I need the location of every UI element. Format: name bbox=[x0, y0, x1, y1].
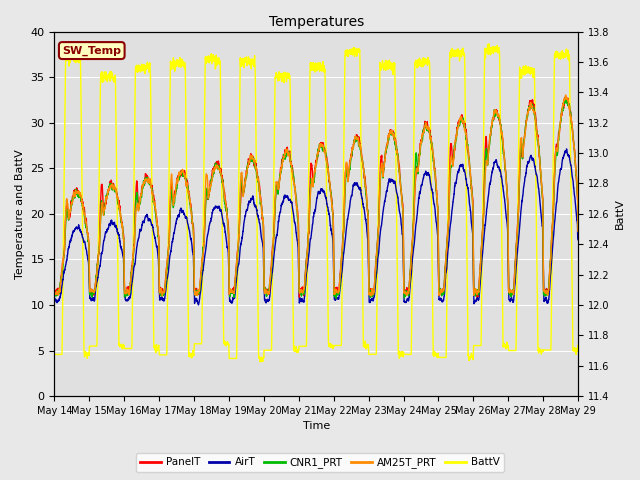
CNR1_PRT bbox=[332, 296, 340, 301]
AirT bbox=[434, 230, 442, 236]
Text: SW_Temp: SW_Temp bbox=[62, 46, 121, 56]
BattV bbox=[51, 351, 58, 357]
AM25T_PRT bbox=[562, 92, 570, 98]
CNR1_PRT bbox=[463, 142, 471, 148]
Title: Temperatures: Temperatures bbox=[269, 15, 364, 29]
AM25T_PRT bbox=[404, 290, 412, 296]
Y-axis label: Temperature and BattV: Temperature and BattV bbox=[15, 149, 25, 279]
AirT bbox=[574, 228, 582, 234]
PanelT bbox=[574, 197, 582, 203]
CNR1_PRT bbox=[574, 194, 582, 200]
X-axis label: Time: Time bbox=[303, 421, 330, 432]
AM25T_PRT bbox=[434, 201, 442, 206]
PanelT bbox=[297, 286, 305, 292]
AirT bbox=[51, 297, 58, 302]
AirT bbox=[145, 217, 152, 223]
BattV bbox=[257, 359, 265, 365]
PanelT bbox=[463, 144, 471, 150]
BattV bbox=[463, 271, 471, 276]
AM25T_PRT bbox=[574, 192, 582, 198]
AirT bbox=[404, 298, 412, 304]
PanelT bbox=[562, 94, 570, 99]
Line: AM25T_PRT: AM25T_PRT bbox=[54, 95, 578, 296]
AM25T_PRT bbox=[159, 293, 166, 299]
BattV bbox=[574, 345, 582, 351]
Legend: PanelT, AirT, CNR1_PRT, AM25T_PRT, BattV: PanelT, AirT, CNR1_PRT, AM25T_PRT, BattV bbox=[136, 453, 504, 472]
Line: BattV: BattV bbox=[54, 44, 578, 362]
AirT bbox=[563, 146, 570, 152]
CNR1_PRT bbox=[145, 179, 152, 184]
BattV bbox=[145, 61, 152, 67]
CNR1_PRT bbox=[296, 288, 304, 294]
BattV bbox=[297, 343, 305, 349]
AM25T_PRT bbox=[297, 287, 305, 293]
BattV bbox=[574, 345, 582, 351]
BattV bbox=[434, 353, 442, 359]
Line: AirT: AirT bbox=[54, 149, 578, 305]
PanelT bbox=[51, 293, 58, 299]
BattV bbox=[404, 351, 412, 357]
PanelT bbox=[434, 202, 442, 208]
CNR1_PRT bbox=[574, 227, 582, 232]
AM25T_PRT bbox=[51, 289, 58, 295]
CNR1_PRT bbox=[404, 292, 412, 298]
AirT bbox=[463, 182, 471, 188]
AM25T_PRT bbox=[463, 142, 471, 148]
PanelT bbox=[145, 178, 152, 183]
Line: CNR1_PRT: CNR1_PRT bbox=[54, 98, 578, 299]
CNR1_PRT bbox=[51, 294, 58, 300]
Line: PanelT: PanelT bbox=[54, 96, 578, 297]
AirT bbox=[195, 302, 202, 308]
PanelT bbox=[574, 228, 582, 234]
AirT bbox=[574, 237, 582, 242]
AM25T_PRT bbox=[145, 175, 152, 181]
CNR1_PRT bbox=[561, 96, 568, 101]
PanelT bbox=[296, 294, 303, 300]
PanelT bbox=[404, 288, 412, 294]
AM25T_PRT bbox=[574, 228, 582, 234]
Y-axis label: BattV: BattV bbox=[615, 198, 625, 229]
BattV bbox=[485, 41, 493, 47]
CNR1_PRT bbox=[434, 202, 442, 207]
AirT bbox=[297, 295, 305, 301]
